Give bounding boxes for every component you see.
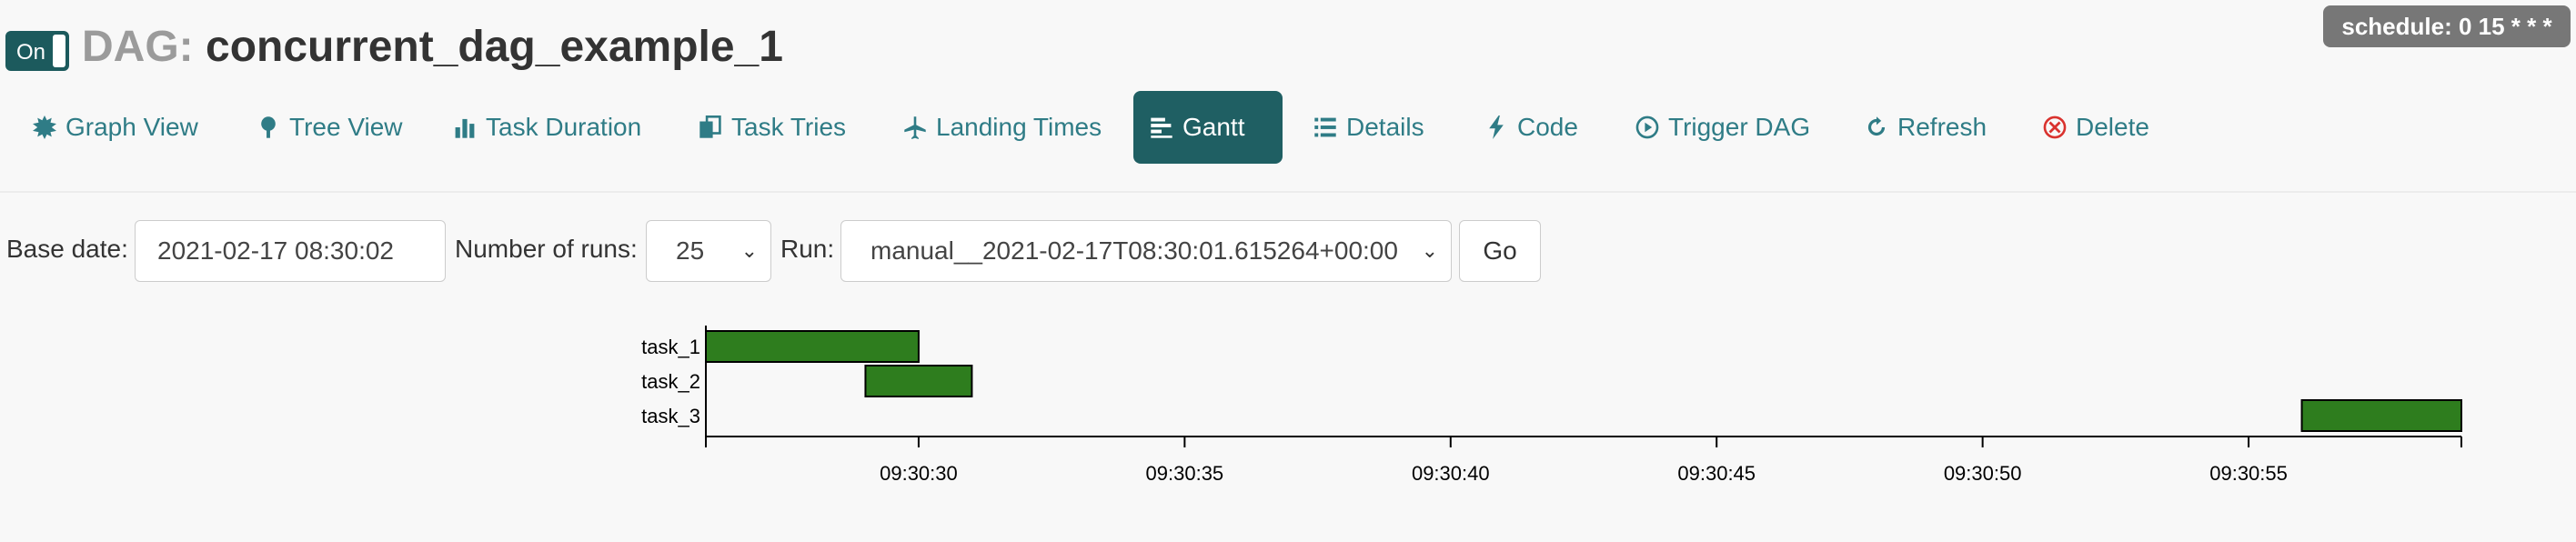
x-tick-label: 09:30:40 <box>1412 462 1490 485</box>
num-runs-label: Number of runs: <box>455 235 638 263</box>
go-button[interactable]: Go <box>1459 220 1541 282</box>
header-divider <box>0 191 2576 193</box>
flash-icon <box>1489 115 1504 139</box>
nav-details-label: Details <box>1346 113 1424 141</box>
refresh-icon <box>1867 116 1886 136</box>
gantt-bar-task_1[interactable] <box>705 330 920 363</box>
title-prefix: DAG: <box>82 23 194 71</box>
nav-gantt-label: Gantt <box>1182 113 1245 141</box>
list-icon <box>1314 117 1336 137</box>
base-date-input[interactable]: 2021-02-17 08:30:02 <box>135 220 446 282</box>
nav-delete-label: Delete <box>2076 113 2149 141</box>
num-runs-value: 25 <box>676 236 705 265</box>
nav-code[interactable]: Code <box>1468 91 1595 164</box>
nav-graph-view[interactable]: Graph View <box>16 91 215 164</box>
bar-chart-icon <box>455 118 475 138</box>
gantt-chart: task_1 task_2 task_3 09:30:30 09:30:35 09:30:… <box>641 326 2462 485</box>
chevron-down-icon: ⌄ <box>1421 239 1438 262</box>
plane-icon <box>904 116 926 139</box>
gantt-bar-task_3[interactable] <box>2300 399 2462 432</box>
nav-landing-times[interactable]: Landing Times <box>887 91 1118 164</box>
schedule-badge: schedule: 0 15 * * * <box>2323 5 2571 47</box>
nav-code-label: Code <box>1517 113 1578 141</box>
num-runs-select[interactable]: 25 ⌄ <box>646 220 771 282</box>
play-circle-icon <box>1635 115 1659 139</box>
base-date-label: Base date: <box>6 235 128 263</box>
graph-icon <box>33 115 56 139</box>
dag-on-off-toggle[interactable]: On <box>5 31 69 71</box>
x-tick-label: 09:30:30 <box>880 462 958 485</box>
run-select[interactable]: manual__2021-02-17T08:30:01.615264+00:00… <box>840 220 1452 282</box>
gantt-icon <box>1151 117 1172 138</box>
toggle-knob <box>53 35 65 67</box>
remove-circle-icon <box>2043 115 2067 139</box>
nav-graph-view-label: Graph View <box>65 113 198 141</box>
toggle-label: On <box>16 40 46 65</box>
run-label: Run: <box>780 235 835 263</box>
nav-task-duration-label: Task Duration <box>486 113 642 141</box>
base-date-value: 2021-02-17 08:30:02 <box>157 236 394 265</box>
nav-trigger-dag[interactable]: Trigger DAG <box>1619 91 1826 164</box>
task-label: task_2 <box>641 370 700 393</box>
task-label: task_3 <box>641 405 700 427</box>
duplicate-icon <box>699 115 721 138</box>
nav-refresh[interactable]: Refresh <box>1848 91 2003 164</box>
gantt-bar-task_2[interactable] <box>864 365 973 397</box>
x-tick-label: 09:30:55 <box>2209 462 2288 485</box>
nav-details[interactable]: Details <box>1297 91 1441 164</box>
nav-task-tries-label: Task Tries <box>731 113 847 141</box>
x-tick-label: 09:30:50 <box>1944 462 2022 485</box>
dag-nav-bar: Graph View Tree View Task Duration Task … <box>0 91 2183 164</box>
nav-task-duration[interactable]: Task Duration <box>437 91 658 164</box>
run-value: manual__2021-02-17T08:30:01.615264+00:00 <box>870 236 1398 265</box>
task-label: task_1 <box>641 336 700 358</box>
page-title: DAG: concurrent_dag_example_1 <box>82 22 783 72</box>
tree-icon <box>261 116 276 138</box>
x-tick-label: 09:30:35 <box>1146 462 1224 485</box>
nav-refresh-label: Refresh <box>1897 113 1987 141</box>
x-tick-label: 09:30:45 <box>1677 462 1756 485</box>
nav-gantt[interactable]: Gantt <box>1133 91 1283 164</box>
nav-delete[interactable]: Delete <box>2027 91 2166 164</box>
nav-tree-view-label: Tree View <box>289 113 403 141</box>
chevron-down-icon: ⌄ <box>740 239 758 262</box>
nav-landing-times-label: Landing Times <box>936 113 1102 141</box>
nav-tree-view[interactable]: Tree View <box>240 91 419 164</box>
nav-trigger-dag-label: Trigger DAG <box>1668 113 1811 141</box>
dag-name: concurrent_dag_example_1 <box>206 23 783 71</box>
nav-task-tries[interactable]: Task Tries <box>682 91 862 164</box>
